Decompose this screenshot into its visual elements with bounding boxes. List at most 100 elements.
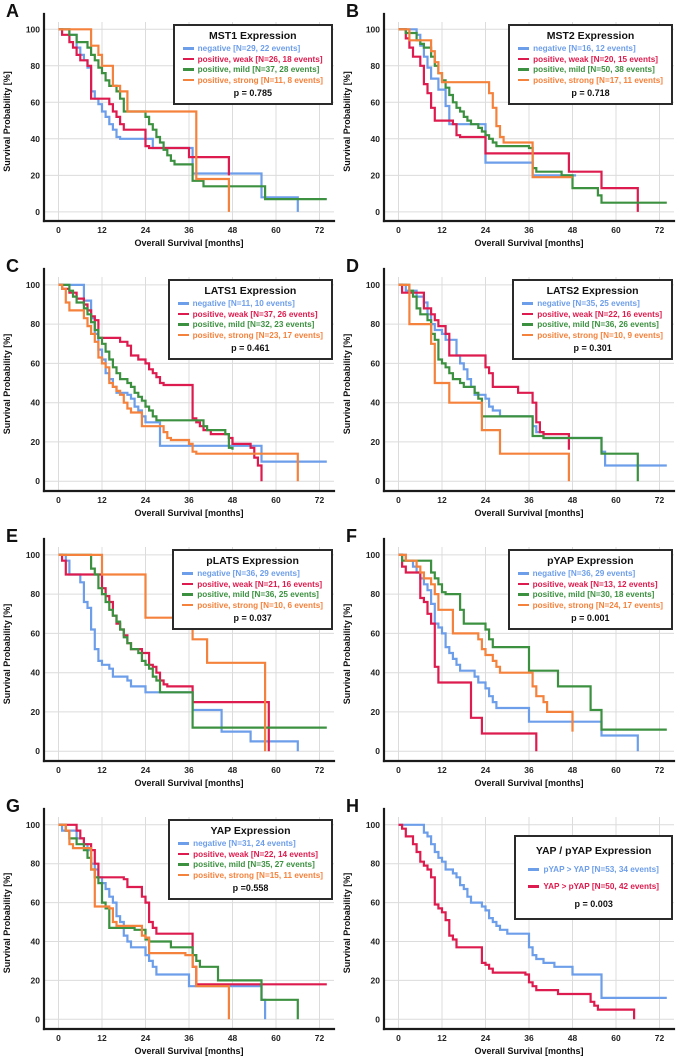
legend-line-swatch <box>518 47 530 50</box>
y-tick-label: 60 <box>31 898 41 908</box>
legend-line-swatch <box>177 333 189 337</box>
p-value: p = 0.461 <box>231 342 270 353</box>
x-tick-label: 36 <box>184 1033 194 1043</box>
km-curve-blue <box>398 283 667 467</box>
y-tick-label: 0 <box>35 476 40 486</box>
km-curve-red <box>58 823 327 986</box>
km-curve-orange <box>58 283 299 482</box>
x-tick-label: 60 <box>271 225 281 235</box>
y-tick-label: 40 <box>371 134 381 144</box>
legend-item: negative [N=36, 29 events] <box>517 569 663 578</box>
legend-label: positive, strong [N=10, 6 events] <box>197 600 323 610</box>
p-value: p = 0.785 <box>233 87 272 98</box>
km-curve-green <box>58 553 327 729</box>
km-curve-blue <box>398 823 667 999</box>
y-tick-label: 0 <box>375 746 380 756</box>
legend-label: negative [N=35, 25 events] <box>537 299 640 308</box>
legend-line-swatch <box>182 593 194 596</box>
legend-line-swatch <box>518 57 530 61</box>
legend-item: positive, weak [N=26, 18 events] <box>182 54 323 64</box>
legend-item: negative [N=29, 22 events] <box>182 44 323 53</box>
x-axis-title: Overall Survival [months] <box>474 778 583 788</box>
y-axis-title: Survival Probability [%] <box>342 604 352 705</box>
y-tick-label: 20 <box>31 707 41 717</box>
x-tick-label: 60 <box>611 225 621 235</box>
y-tick-label: 60 <box>31 97 41 107</box>
km-curve-red <box>58 28 230 176</box>
x-tick-label: 48 <box>228 495 238 505</box>
km-curve-orange <box>58 823 230 1020</box>
legend-line-swatch <box>517 582 529 586</box>
x-tick-label: 12 <box>97 1033 107 1043</box>
legend-title: MST1 Expression <box>209 30 297 42</box>
x-tick-label: 12 <box>437 225 447 235</box>
y-tick-label: 80 <box>371 61 381 71</box>
legend-label: positive, mild [N=32, 23 events] <box>192 320 315 329</box>
x-tick-label: 60 <box>271 1033 281 1043</box>
x-tick-label: 48 <box>228 225 238 235</box>
km-curve-red <box>398 283 570 450</box>
km-curve-blue <box>58 823 267 1020</box>
panel-D: D 0 20 40 60 80 100 0 12 24 36 48 60 72 Overall Surviv… <box>340 255 680 525</box>
x-axis-title: Overall Survival [months] <box>134 238 243 248</box>
panel-H: H 0 20 40 60 80 100 0 12 24 36 48 60 72 Overall Surviv… <box>340 795 680 1063</box>
legend-label: positive, mild [N=30, 18 events] <box>532 590 655 599</box>
x-axis-title: Overall Survival [months] <box>134 1046 243 1056</box>
legend-item: positive, strong [N=24, 17 events] <box>517 601 663 610</box>
x-tick-label: 0 <box>56 495 61 505</box>
legend-line-swatch <box>522 323 534 326</box>
x-tick-label: 0 <box>396 225 401 235</box>
y-tick-label: 100 <box>26 550 40 560</box>
legend-title: YAP Expression <box>210 825 291 837</box>
x-tick-label: 0 <box>396 495 401 505</box>
x-tick-label: 48 <box>568 225 578 235</box>
x-tick-label: 12 <box>437 765 447 775</box>
legend-label: negative [N=36, 29 events] <box>197 569 300 578</box>
legend-line-swatch <box>528 885 540 888</box>
legend-title: MST2 Expression <box>546 30 635 42</box>
y-tick-label: 100 <box>366 820 380 830</box>
x-tick-label: 72 <box>655 1033 665 1043</box>
x-tick-label: 48 <box>228 765 238 775</box>
legend-label: positive, mild [N=37, 28 events] <box>197 65 320 74</box>
legend-label: positive, mild [N=36, 26 events] <box>537 320 659 329</box>
x-tick-label: 12 <box>97 495 107 505</box>
legend-line-swatch <box>518 78 530 82</box>
legend-item: positive, weak [N=22, 16 events] <box>522 310 663 319</box>
y-axis-title: Survival Probability [%] <box>2 334 12 435</box>
legend-label: positive, weak [N=13, 12 events] <box>532 579 658 589</box>
legend-line-swatch <box>522 333 534 337</box>
km-chart-G: 0 20 40 60 80 100 0 12 24 36 48 60 72 Overall Surviva… <box>2 807 336 1056</box>
y-tick-label: 80 <box>371 589 381 599</box>
legend-item: positive, weak [N=13, 12 events] <box>517 579 663 589</box>
legend-line-swatch <box>517 603 529 607</box>
legend-item: positive, strong [N=10, 9 events] <box>522 331 663 340</box>
legend-title: LATS1 Expression <box>204 285 297 297</box>
y-tick-label: 80 <box>31 589 41 599</box>
y-axis-title: Survival Probability [%] <box>342 71 352 172</box>
legend-label: positive, strong [N=17, 11 events] <box>533 75 663 85</box>
legend-label: negative [N=36, 29 events] <box>532 569 636 578</box>
y-tick-label: 60 <box>31 358 41 368</box>
km-curve-red <box>58 283 263 482</box>
x-tick-label: 36 <box>524 495 534 505</box>
x-tick-label: 0 <box>56 1033 61 1043</box>
legend-label: positive, strong [N=10, 9 events] <box>537 330 663 340</box>
x-tick-label: 36 <box>524 765 534 775</box>
x-axis-title: Overall Survival [months] <box>134 778 243 788</box>
legend-label: negative [N=11, 10 events] <box>192 299 295 308</box>
y-tick-label: 100 <box>26 280 40 290</box>
legend-title: YAP / pYAP Expression <box>535 845 652 857</box>
x-tick-label: 48 <box>568 1033 578 1043</box>
panel-letter: C <box>6 256 19 276</box>
legend-item: negative [N=11, 10 events] <box>177 299 323 308</box>
x-tick-label: 60 <box>611 495 621 505</box>
legend-label: positive, weak [N=22, 14 events] <box>193 849 318 859</box>
p-value: p = 0.001 <box>571 612 610 623</box>
legend-label: positive, weak [N=26, 18 events] <box>197 54 323 64</box>
legend-item: negative [N=35, 25 events] <box>522 299 663 308</box>
legend-title: pYAP Expression <box>547 555 634 567</box>
x-tick-label: 36 <box>184 225 194 235</box>
km-curve-green <box>398 553 667 731</box>
